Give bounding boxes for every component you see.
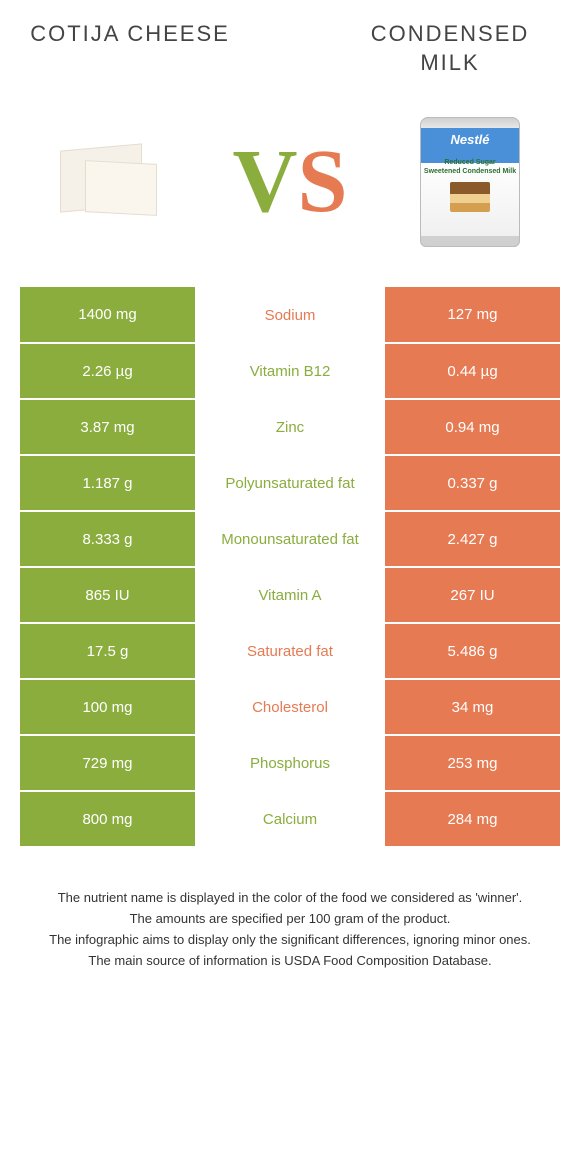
table-row: 100 mgCholesterol34 mg — [20, 679, 560, 735]
vs-s: S — [297, 132, 347, 231]
footer-line: The infographic aims to display only the… — [40, 930, 540, 951]
nutrient-label: Vitamin B12 — [195, 343, 385, 399]
table-row: 1400 mgSodium127 mg — [20, 287, 560, 343]
left-value: 17.5 g — [20, 623, 195, 679]
footer-line: The amounts are specified per 100 gram o… — [40, 909, 540, 930]
table-row: 800 mgCalcium284 mg — [20, 791, 560, 847]
right-value: 5.486 g — [385, 623, 560, 679]
infographic: COTIJA CHEESE CONDENSED MILK VS Nestlé R… — [0, 0, 580, 991]
left-value: 865 IU — [20, 567, 195, 623]
right-value: 253 mg — [385, 735, 560, 791]
table-row: 2.26 µgVitamin B120.44 µg — [20, 343, 560, 399]
nutrient-label: Sodium — [195, 287, 385, 343]
images-row: VS Nestlé Reduced Sugar Sweetened Conden… — [0, 87, 580, 287]
left-value: 1.187 g — [20, 455, 195, 511]
vs-v: V — [232, 132, 297, 231]
can-brand: Nestlé — [450, 132, 489, 147]
can-icon: Nestlé Reduced Sugar Sweetened Condensed… — [420, 117, 520, 247]
left-value: 2.26 µg — [20, 343, 195, 399]
nutrient-label: Saturated fat — [195, 623, 385, 679]
can-text: Reduced Sugar Sweetened Condensed Milk — [424, 159, 516, 176]
right-value: 2.427 g — [385, 511, 560, 567]
left-value: 729 mg — [20, 735, 195, 791]
can-dessert-icon — [450, 182, 490, 212]
right-value: 34 mg — [385, 679, 560, 735]
footer-line: The main source of information is USDA F… — [40, 951, 540, 972]
nutrient-label: Vitamin A — [195, 567, 385, 623]
right-value: 0.337 g — [385, 455, 560, 511]
table-row: 865 IUVitamin A267 IU — [20, 567, 560, 623]
comparison-table: 1400 mgSodium127 mg2.26 µgVitamin B120.4… — [20, 287, 560, 848]
footer-line: The nutrient name is displayed in the co… — [40, 888, 540, 909]
table-row: 1.187 gPolyunsaturated fat0.337 g — [20, 455, 560, 511]
table-row: 17.5 gSaturated fat5.486 g — [20, 623, 560, 679]
table-row: 3.87 mgZinc0.94 mg — [20, 399, 560, 455]
nutrient-label: Zinc — [195, 399, 385, 455]
left-title: COTIJA CHEESE — [30, 20, 230, 77]
right-value: 267 IU — [385, 567, 560, 623]
right-value: 284 mg — [385, 791, 560, 847]
nutrient-label: Monounsaturated fat — [195, 511, 385, 567]
right-image: Nestlé Reduced Sugar Sweetened Condensed… — [390, 112, 550, 252]
right-value: 0.94 mg — [385, 399, 560, 455]
right-value: 0.44 µg — [385, 343, 560, 399]
nutrient-label: Calcium — [195, 791, 385, 847]
nutrient-label: Polyunsaturated fat — [195, 455, 385, 511]
table-row: 8.333 gMonounsaturated fat2.427 g — [20, 511, 560, 567]
footer-notes: The nutrient name is displayed in the co… — [0, 848, 580, 991]
left-image — [30, 112, 190, 252]
left-value: 8.333 g — [20, 511, 195, 567]
table-row: 729 mgPhosphorus253 mg — [20, 735, 560, 791]
left-value: 3.87 mg — [20, 399, 195, 455]
nutrient-label: Cholesterol — [195, 679, 385, 735]
header-row: COTIJA CHEESE CONDENSED MILK — [0, 0, 580, 87]
nutrient-label: Phosphorus — [195, 735, 385, 791]
cheese-icon — [50, 137, 170, 227]
vs-label: VS — [232, 137, 347, 227]
left-value: 100 mg — [20, 679, 195, 735]
right-value: 127 mg — [385, 287, 560, 343]
left-value: 800 mg — [20, 791, 195, 847]
right-title: CONDENSED MILK — [350, 20, 550, 77]
left-value: 1400 mg — [20, 287, 195, 343]
